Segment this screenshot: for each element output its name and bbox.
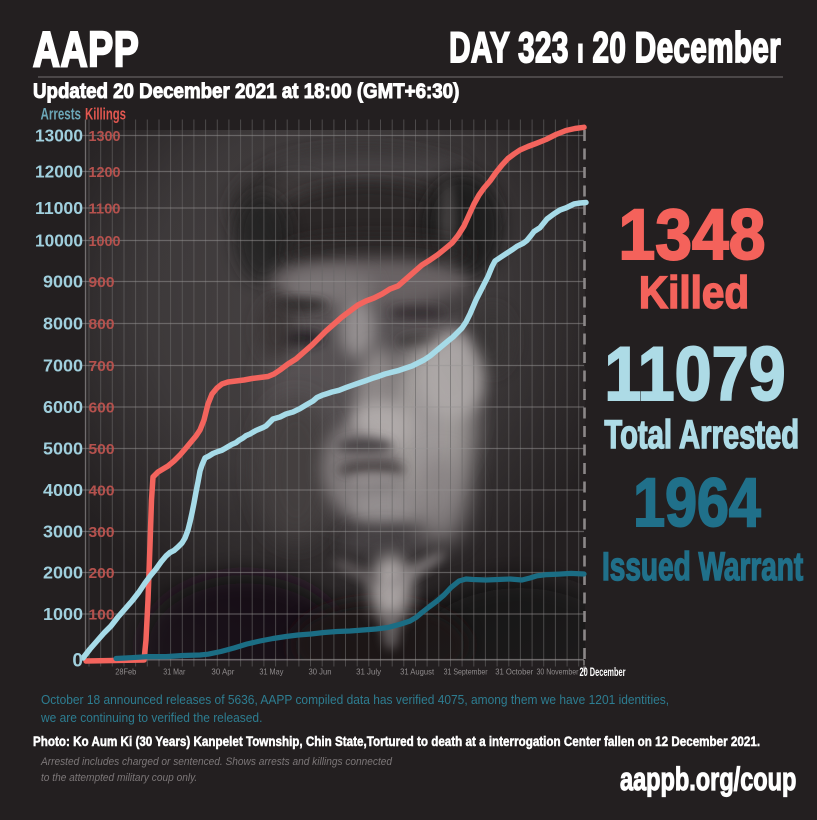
svg-text:900: 900	[89, 275, 115, 291]
svg-text:6000: 6000	[43, 397, 83, 417]
svg-text:500: 500	[89, 442, 115, 458]
svg-text:300: 300	[89, 525, 115, 541]
svg-text:30 November: 30 November	[537, 667, 579, 677]
svg-text:28Feb: 28Feb	[115, 667, 136, 677]
svg-text:200: 200	[89, 566, 115, 582]
svg-text:1300: 1300	[89, 129, 121, 145]
svg-text:600: 600	[89, 401, 115, 417]
svg-text:800: 800	[89, 317, 115, 333]
svg-text:1100: 1100	[89, 202, 121, 218]
svg-text:11000: 11000	[35, 198, 83, 218]
svg-text:20 December: 20 December	[580, 665, 626, 679]
svg-text:1000: 1000	[89, 234, 121, 250]
svg-text:10000: 10000	[35, 231, 83, 251]
svg-text:31 May: 31 May	[259, 667, 284, 677]
svg-text:2000: 2000	[43, 563, 83, 583]
svg-text:31 July: 31 July	[356, 667, 382, 677]
svg-text:1200: 1200	[89, 165, 121, 181]
svg-text:30 Apr: 30 Apr	[211, 667, 234, 677]
svg-text:31 October: 31 October	[495, 667, 533, 677]
svg-text:31 Mar: 31 Mar	[163, 667, 185, 677]
svg-text:12000: 12000	[35, 162, 83, 182]
svg-text:4000: 4000	[43, 480, 83, 500]
svg-text:7000: 7000	[43, 356, 83, 376]
svg-text:8000: 8000	[43, 314, 83, 334]
svg-text:5000: 5000	[43, 439, 83, 459]
svg-text:13000: 13000	[35, 126, 83, 146]
svg-text:Arrests: Arrests	[41, 106, 82, 124]
svg-text:1000: 1000	[43, 604, 83, 624]
svg-text:Killings: Killings	[85, 106, 126, 124]
svg-text:30 Jun: 30 Jun	[309, 667, 332, 677]
svg-text:700: 700	[89, 359, 115, 375]
svg-text:31 August: 31 August	[400, 667, 435, 677]
svg-text:9000: 9000	[43, 272, 83, 292]
svg-text:0: 0	[72, 651, 83, 672]
svg-text:400: 400	[89, 484, 115, 500]
svg-text:100: 100	[89, 608, 115, 624]
svg-text:3000: 3000	[43, 522, 83, 542]
svg-text:31 September: 31 September	[444, 667, 488, 677]
